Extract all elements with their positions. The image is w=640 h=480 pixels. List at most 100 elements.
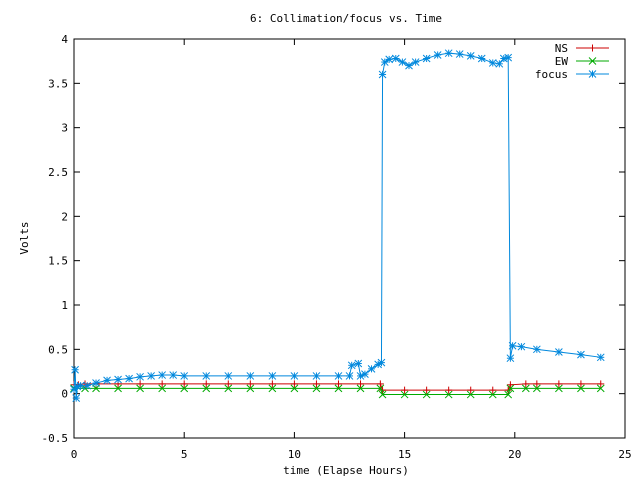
- data-point-ns: [268, 380, 276, 388]
- data-point-ns: [136, 380, 144, 388]
- data-point-ew: [504, 390, 513, 399]
- legend-marker: [588, 70, 597, 78]
- y-tick-label: -0.5: [42, 432, 69, 445]
- plot-border: [73, 38, 626, 439]
- data-point-focus: [136, 372, 144, 381]
- y-tick-label: 0.5: [48, 343, 68, 356]
- series-layer: [70, 49, 605, 402]
- x-tick-label: 10: [288, 448, 301, 461]
- data-point-focus: [158, 371, 167, 379]
- data-point-ew: [555, 384, 563, 393]
- data-point-ew: [224, 384, 233, 393]
- data-point-ew: [422, 390, 431, 399]
- data-point-focus: [466, 51, 475, 60]
- y-tick-label: 3: [61, 122, 68, 135]
- data-point-ew: [444, 390, 453, 399]
- chart-title: 6: Collimation/focus vs. Time: [250, 12, 442, 25]
- data-point-focus: [169, 371, 178, 379]
- data-point-focus: [361, 370, 369, 379]
- data-point-focus: [596, 353, 605, 362]
- data-point-ns: [555, 380, 563, 388]
- data-point-ns: [376, 380, 384, 388]
- y-tick-label: 4: [61, 33, 68, 46]
- data-point-focus: [125, 374, 133, 383]
- data-point-ew: [290, 384, 299, 393]
- data-point-focus: [290, 372, 299, 380]
- data-point-ns: [158, 380, 166, 388]
- data-point-focus: [506, 354, 515, 363]
- data-point-ew: [466, 390, 475, 399]
- data-point-focus: [477, 54, 486, 63]
- x-tick-label: 15: [398, 448, 411, 461]
- data-point-ew: [378, 390, 387, 399]
- data-point-focus: [367, 364, 376, 373]
- data-point-ew: [136, 384, 144, 393]
- x-tick-label: 5: [181, 448, 188, 461]
- y-tick-label: 2.5: [48, 166, 68, 179]
- data-point-ew: [577, 384, 585, 393]
- data-point-focus: [312, 372, 321, 380]
- data-point-focus: [377, 358, 386, 367]
- data-point-focus: [114, 375, 122, 384]
- data-point-ew: [400, 390, 409, 399]
- data-point-focus: [71, 365, 79, 374]
- data-point-focus: [405, 61, 413, 70]
- data-point-focus: [398, 58, 407, 66]
- data-point-focus: [391, 54, 400, 63]
- x-axis-label: time (Elapse Hours): [283, 464, 409, 477]
- data-point-focus: [180, 372, 189, 380]
- data-point-ns: [224, 380, 232, 388]
- data-point-ns: [334, 380, 342, 388]
- y-tick-label: 0: [61, 388, 68, 401]
- legend-label: EW: [555, 55, 569, 68]
- data-point-ew: [506, 384, 515, 393]
- data-point-focus: [268, 372, 277, 380]
- data-point-focus: [422, 54, 431, 63]
- x-tick-label: 20: [508, 448, 521, 461]
- data-point-ew: [312, 384, 321, 393]
- data-point-ns: [290, 380, 298, 388]
- data-point-focus: [532, 345, 541, 354]
- y-tick-label: 1.5: [48, 255, 68, 268]
- data-point-focus: [103, 376, 111, 385]
- ticks-layer: 0 5 10 15 20 25-0.500.511.522.533.54: [42, 33, 632, 461]
- data-point-focus: [555, 348, 563, 356]
- data-point-ew: [202, 384, 211, 393]
- data-point-focus: [354, 359, 363, 368]
- data-point-ns: [533, 380, 541, 388]
- data-point-focus: [202, 372, 211, 380]
- data-point-ew: [268, 384, 277, 393]
- data-point-focus: [246, 372, 255, 380]
- data-point-ns: [597, 380, 605, 388]
- series-ew: [70, 384, 605, 399]
- data-point-ns: [445, 386, 453, 394]
- data-point-ns: [423, 386, 431, 394]
- data-point-focus: [347, 361, 356, 370]
- data-point-ns: [489, 386, 497, 394]
- data-point-ns: [312, 380, 320, 388]
- data-point-focus: [83, 381, 92, 390]
- data-point-ew: [532, 384, 541, 393]
- data-point-focus: [488, 59, 497, 67]
- data-point-focus: [72, 394, 81, 402]
- data-point-focus: [577, 350, 585, 359]
- data-point-ns: [180, 380, 188, 388]
- data-point-focus: [444, 49, 453, 58]
- data-point-ns: [506, 381, 514, 389]
- data-point-ew: [376, 384, 385, 393]
- data-point-focus: [508, 341, 517, 350]
- y-tick-label: 3.5: [48, 77, 68, 90]
- x-tick-label: 0: [71, 448, 78, 461]
- data-point-ns: [401, 386, 409, 394]
- data-point-ns: [357, 380, 365, 388]
- data-point-focus: [76, 381, 85, 390]
- data-point-ew: [488, 390, 497, 399]
- legend-marker: [589, 44, 596, 52]
- data-point-focus: [455, 50, 464, 58]
- data-point-ew: [521, 384, 530, 393]
- data-point-ew: [596, 384, 605, 393]
- data-point-ew: [180, 384, 189, 393]
